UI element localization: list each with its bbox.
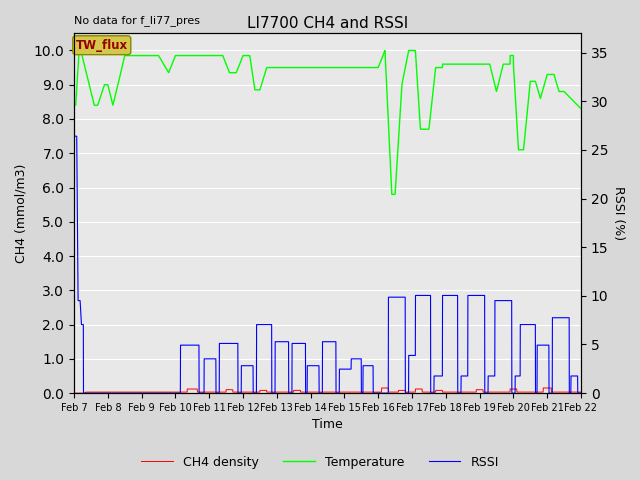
Line: RSSI: RSSI xyxy=(74,136,581,393)
RSSI xyxy=(158,390,166,396)
CH4 density xyxy=(287,389,294,395)
Temperature xyxy=(158,59,166,64)
Y-axis label: CH4 (mmol/m3): CH4 (mmol/m3) xyxy=(15,164,28,263)
CH4 density xyxy=(158,389,166,395)
Text: TW_flux: TW_flux xyxy=(76,39,128,52)
CH4 density xyxy=(513,386,520,392)
RSSI xyxy=(265,322,273,327)
Line: CH4 density: CH4 density xyxy=(74,388,581,393)
RSSI xyxy=(577,390,585,396)
Temperature xyxy=(70,102,78,108)
RSSI xyxy=(567,373,575,379)
Temperature xyxy=(265,65,273,71)
CH4 density xyxy=(128,389,136,395)
Temperature xyxy=(577,106,585,111)
CH4 density xyxy=(70,390,78,396)
RSSI xyxy=(128,390,136,396)
Y-axis label: RSSI (%): RSSI (%) xyxy=(612,186,625,240)
Temperature xyxy=(128,53,136,59)
Title: LI7700 CH4 and RSSI: LI7700 CH4 and RSSI xyxy=(247,16,408,31)
RSSI xyxy=(287,390,294,396)
CH4 density xyxy=(378,385,385,391)
RSSI xyxy=(70,133,78,139)
Legend: CH4 density, Temperature, RSSI: CH4 density, Temperature, RSSI xyxy=(136,451,504,474)
Temperature xyxy=(287,65,294,71)
Line: Temperature: Temperature xyxy=(74,50,581,194)
Temperature xyxy=(76,48,83,53)
RSSI xyxy=(79,390,87,396)
Text: No data for f_li77_pres: No data for f_li77_pres xyxy=(74,15,200,26)
Temperature xyxy=(513,118,520,124)
CH4 density xyxy=(577,389,585,395)
CH4 density xyxy=(567,389,575,395)
CH4 density xyxy=(264,389,272,395)
RSSI xyxy=(513,373,520,379)
Temperature xyxy=(568,96,575,102)
X-axis label: Time: Time xyxy=(312,419,343,432)
Temperature xyxy=(388,192,396,197)
